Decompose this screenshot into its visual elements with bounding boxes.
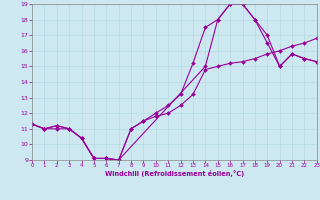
X-axis label: Windchill (Refroidissement éolien,°C): Windchill (Refroidissement éolien,°C) bbox=[105, 170, 244, 177]
